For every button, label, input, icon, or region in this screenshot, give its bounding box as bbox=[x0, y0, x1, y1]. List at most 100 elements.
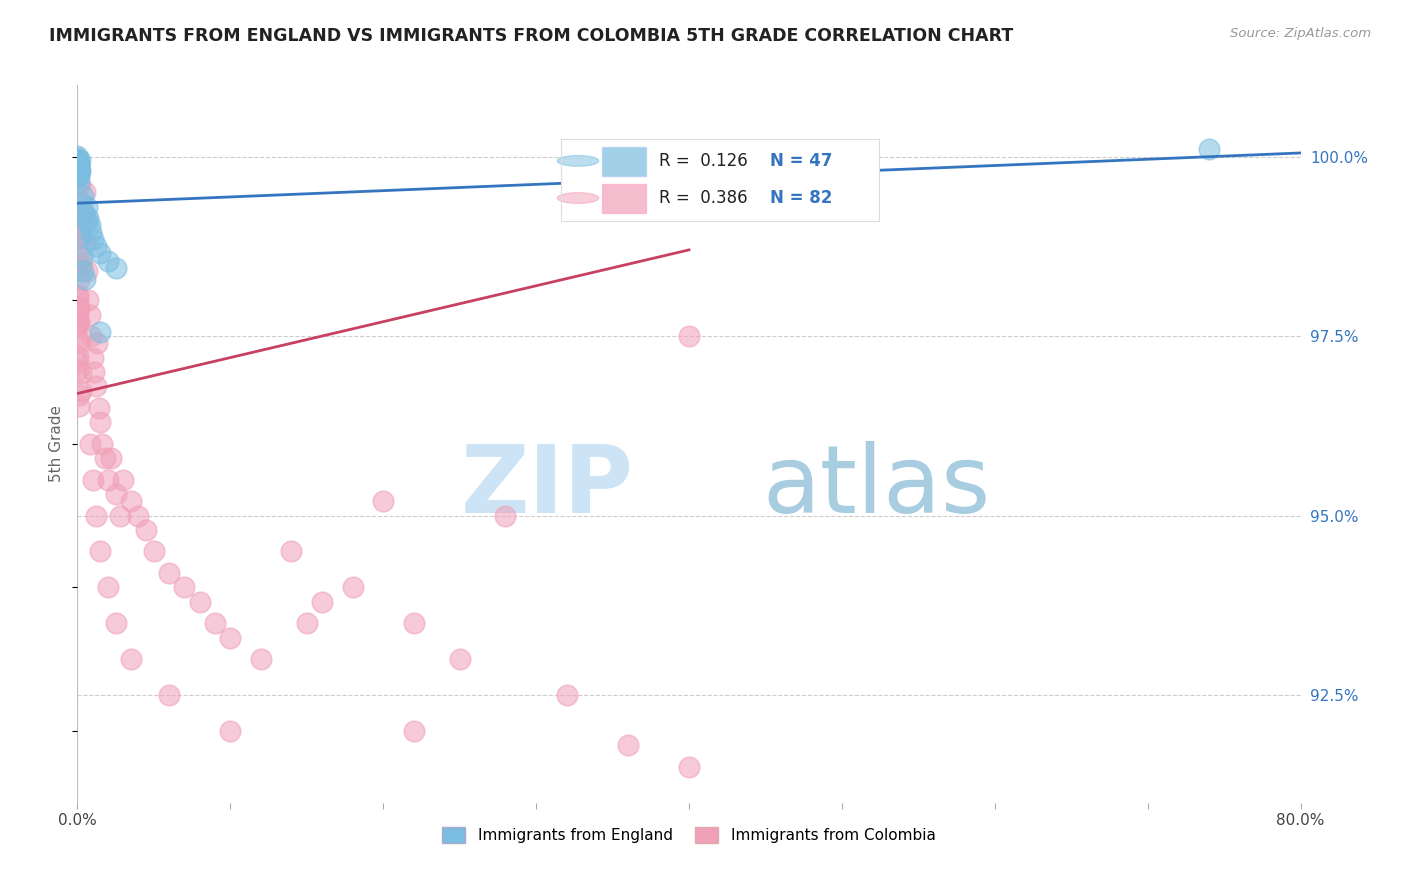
Point bbox=[67, 164, 90, 178]
Point bbox=[79, 218, 101, 232]
Point bbox=[82, 473, 104, 487]
Point bbox=[67, 291, 90, 305]
Point bbox=[311, 595, 333, 609]
Point bbox=[69, 259, 91, 273]
Point bbox=[66, 156, 89, 170]
Point bbox=[70, 250, 93, 264]
Point bbox=[67, 208, 90, 222]
Point bbox=[77, 293, 100, 307]
Point bbox=[67, 388, 90, 402]
Point bbox=[67, 161, 90, 175]
Point bbox=[67, 162, 90, 177]
Point bbox=[1198, 142, 1220, 156]
Point bbox=[295, 616, 318, 631]
Point bbox=[104, 487, 127, 501]
Point bbox=[100, 451, 122, 466]
Point bbox=[89, 326, 111, 340]
Point bbox=[73, 186, 96, 200]
Point bbox=[70, 384, 93, 399]
Point bbox=[204, 616, 226, 631]
Point bbox=[89, 246, 111, 260]
Point bbox=[73, 207, 96, 221]
Point bbox=[66, 155, 89, 169]
Point bbox=[67, 399, 90, 413]
Point bbox=[108, 508, 131, 523]
Legend: Immigrants from England, Immigrants from Colombia: Immigrants from England, Immigrants from… bbox=[436, 821, 942, 849]
Point bbox=[67, 334, 90, 349]
Point bbox=[77, 211, 100, 225]
Point bbox=[157, 688, 180, 702]
Point bbox=[94, 451, 117, 466]
Y-axis label: 5th Grade: 5th Grade bbox=[49, 405, 65, 483]
Point bbox=[69, 178, 91, 192]
Point bbox=[104, 260, 127, 275]
Point bbox=[66, 161, 89, 176]
Point bbox=[157, 566, 180, 580]
Point bbox=[135, 523, 157, 537]
Point bbox=[67, 162, 90, 177]
Point bbox=[449, 652, 471, 666]
Point bbox=[73, 271, 96, 285]
Point bbox=[66, 160, 89, 174]
Point bbox=[678, 760, 700, 774]
Point bbox=[67, 175, 90, 189]
Point bbox=[90, 436, 112, 450]
Point bbox=[66, 319, 89, 334]
Point bbox=[219, 723, 242, 738]
Point bbox=[72, 207, 94, 221]
Point bbox=[89, 544, 111, 558]
Point bbox=[67, 301, 90, 316]
Point bbox=[188, 595, 211, 609]
Point bbox=[86, 336, 108, 351]
Point bbox=[76, 214, 98, 228]
Point bbox=[67, 161, 90, 175]
Point bbox=[83, 365, 105, 379]
Point bbox=[402, 723, 425, 738]
Point bbox=[76, 264, 98, 278]
Point bbox=[84, 508, 107, 523]
Point bbox=[70, 204, 93, 219]
Point bbox=[67, 169, 90, 184]
Point bbox=[70, 196, 93, 211]
Point bbox=[104, 616, 127, 631]
Point bbox=[72, 189, 94, 203]
Point bbox=[70, 257, 93, 271]
Point bbox=[250, 652, 273, 666]
Point bbox=[342, 580, 364, 594]
Point bbox=[97, 253, 120, 268]
Point bbox=[84, 379, 107, 393]
Point bbox=[79, 436, 101, 450]
Text: Source: ZipAtlas.com: Source: ZipAtlas.com bbox=[1230, 27, 1371, 40]
Point bbox=[67, 158, 90, 172]
Point bbox=[617, 739, 640, 753]
Point bbox=[66, 151, 89, 165]
Point bbox=[67, 161, 90, 176]
Point bbox=[67, 167, 90, 181]
Point bbox=[70, 231, 93, 245]
Point bbox=[67, 288, 90, 302]
Point bbox=[120, 652, 142, 666]
Point bbox=[66, 355, 89, 369]
Point bbox=[66, 363, 89, 377]
Point bbox=[69, 244, 91, 259]
Point bbox=[67, 164, 90, 178]
Point bbox=[219, 631, 242, 645]
Point bbox=[495, 508, 517, 523]
Point bbox=[67, 154, 90, 169]
Text: ZIP: ZIP bbox=[461, 441, 634, 533]
Point bbox=[67, 220, 90, 235]
Point bbox=[67, 156, 90, 170]
Point bbox=[80, 329, 103, 343]
Point bbox=[82, 232, 104, 246]
Point bbox=[402, 616, 425, 631]
Point bbox=[67, 315, 90, 329]
Point bbox=[67, 161, 90, 176]
Point bbox=[280, 544, 302, 558]
Point bbox=[97, 580, 120, 594]
Point bbox=[66, 162, 89, 177]
Text: atlas: atlas bbox=[762, 441, 991, 533]
Point bbox=[72, 264, 94, 278]
Point bbox=[120, 494, 142, 508]
Point bbox=[89, 415, 111, 429]
Point bbox=[127, 508, 149, 523]
